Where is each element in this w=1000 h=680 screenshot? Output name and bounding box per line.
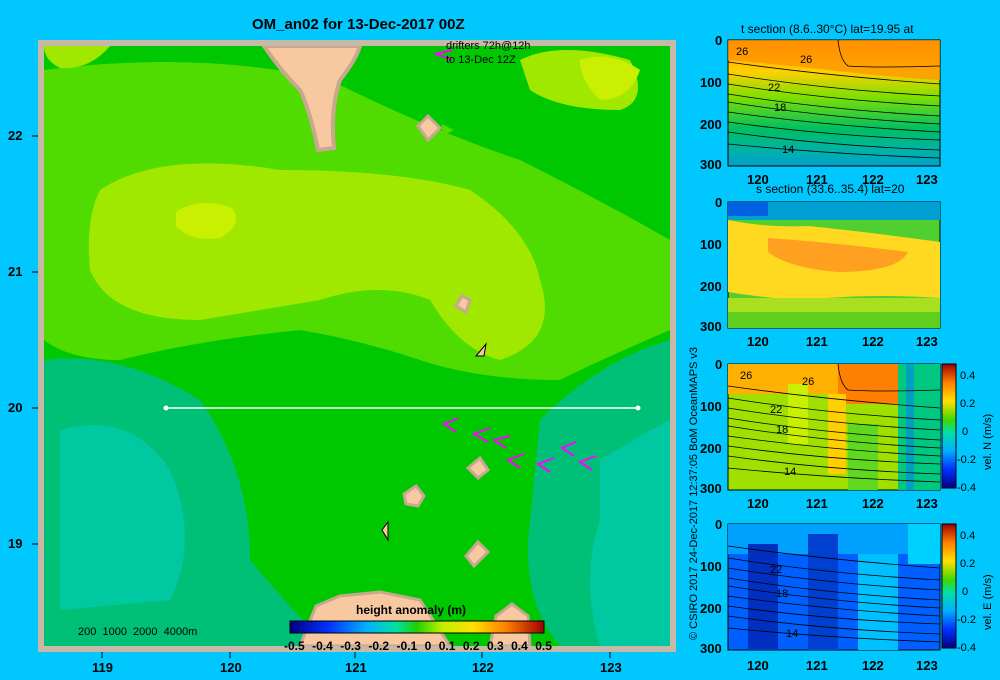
map-x-tick: 119: [92, 660, 113, 675]
drifters-label-1: drifters 72h@12h: [446, 40, 531, 52]
panel-y-tick: 300: [700, 157, 722, 172]
temp-section-panel: [727, 39, 941, 167]
map-x-tick: 120: [220, 660, 242, 675]
veln-cbar-label: -0.2: [957, 454, 976, 466]
contour-label: 18: [776, 588, 789, 600]
veln-cbar-label: 0.4: [960, 370, 976, 382]
cbar-label: -0.5: [284, 639, 305, 653]
contour-label: 22: [770, 404, 783, 416]
map-x-tick: 123: [600, 660, 622, 675]
panel-x-tick: 120: [747, 658, 769, 673]
vele-cbar-label: 0: [962, 586, 969, 598]
cbar-label: 0.2: [462, 639, 480, 653]
panel-y-tick: 0: [715, 195, 723, 210]
veln-cbar-title: vel. N (m/s): [982, 413, 994, 470]
veln-cbar-label: 0.2: [960, 398, 976, 410]
depth-legend: 200 1000 2000 4000m: [78, 626, 198, 638]
panel-x-tick: 120: [747, 334, 769, 349]
contour-label: 26: [802, 376, 815, 388]
map-x-tick: 122: [472, 660, 494, 675]
vele-cbar-title: vel. E (m/s): [982, 574, 994, 630]
sal-section-panel: [727, 201, 941, 329]
map-y-tick: 22: [8, 128, 23, 143]
vele-cbar-label: 0.4: [960, 530, 976, 542]
contour-label: 14: [786, 628, 799, 640]
colorbar-title: height anomaly (m): [356, 603, 467, 617]
contour-label: 18: [776, 424, 789, 436]
panel-y-tick: 200: [700, 601, 722, 616]
panel-y-tick: 300: [700, 319, 722, 334]
vele-section-panel: [727, 523, 941, 651]
panel-y-tick: 100: [700, 75, 722, 90]
contour-label: 26: [736, 46, 749, 58]
contour-label: 14: [782, 144, 795, 156]
panel-x-tick: 123: [916, 334, 938, 349]
drifter-arrows: [432, 49, 597, 473]
panel-y-tick: 100: [700, 559, 722, 574]
vele-colorbar: [941, 523, 957, 649]
vele-cbar-label: 0.2: [960, 558, 976, 570]
panel-x-tick: 121: [806, 658, 828, 673]
contour-label: 18: [774, 102, 787, 114]
cbar-label: 0: [424, 639, 432, 653]
cbar-label: 0.3: [487, 639, 504, 653]
cbar-label: -0.1: [396, 639, 418, 653]
colorbar-labels: -0.5 -0.4 -0.3 -0.2 -0.1 0 0.1 0.2 0.3 0…: [284, 639, 552, 653]
panel-y-tick: 300: [700, 641, 722, 656]
cbar-label: 0.4: [511, 639, 528, 653]
vele-cbar-label: -0.2: [957, 614, 976, 626]
panel-x-tick: 122: [862, 334, 884, 349]
panel-x-tick: 120: [747, 496, 769, 511]
panel-y-tick: 0: [715, 33, 723, 48]
panel-y-tick: 0: [715, 357, 723, 372]
panel-x-tick: 121: [806, 172, 828, 187]
panel-y-tick: 300: [700, 481, 722, 496]
panel-y-tick: 200: [700, 117, 722, 132]
panel-x-tick: 122: [862, 658, 884, 673]
panel-x-tick: 120: [747, 172, 769, 187]
panel-title-temp: t section (8.6..30°C) lat=19.95 at: [741, 22, 914, 36]
panel-x-tick: 123: [916, 172, 938, 187]
panel-title-sal: s section (33.6..35.4) lat=20: [756, 182, 905, 196]
map-y-tick: 19: [8, 536, 23, 551]
veln-section-panel: [727, 363, 941, 491]
map-y-tick: 20: [8, 400, 23, 415]
credit-text: © CSIRO 2017 24-Dec-2017 12:37:05 BoM Oc…: [688, 346, 700, 640]
cbar-label: -0.3: [340, 639, 361, 653]
panel-y-tick: 100: [700, 237, 722, 252]
cbar-label: 0.5: [535, 639, 552, 653]
panel-y-tick: 200: [700, 441, 722, 456]
veln-cbar-label: 0: [962, 426, 969, 438]
panel-x-tick: 123: [916, 658, 938, 673]
contour-label: 22: [770, 564, 783, 576]
panel-x-tick: 122: [862, 172, 884, 187]
map-title: OM_an02 for 13-Dec-2017 00Z: [252, 16, 465, 33]
cbar-label: 0.1: [438, 639, 456, 653]
panel-y-tick: 0: [715, 517, 723, 532]
map-y-tick: 21: [8, 264, 23, 279]
cbar-label: -0.2: [368, 639, 390, 653]
map-x-tick: 121: [345, 660, 367, 675]
contour-label: 26: [800, 54, 813, 66]
panel-x-tick: 123: [916, 496, 938, 511]
drifters-label-2: to 13-Dec 12Z: [446, 54, 516, 66]
vele-cbar-label: -0.4: [957, 642, 976, 654]
veln-cbar-label: -0.4: [957, 482, 976, 494]
cbar-label: -0.4: [312, 639, 333, 653]
contour-label: 26: [740, 370, 753, 382]
contour-label: 22: [768, 82, 781, 94]
panel-x-tick: 122: [862, 496, 884, 511]
height-colorbar: [289, 620, 545, 634]
panel-y-tick: 200: [700, 279, 722, 294]
contour-label: 14: [784, 466, 797, 478]
panel-y-tick: 100: [700, 399, 722, 414]
panel-x-tick: 121: [806, 334, 828, 349]
veln-colorbar: [941, 363, 957, 489]
panel-x-tick: 121: [806, 496, 828, 511]
